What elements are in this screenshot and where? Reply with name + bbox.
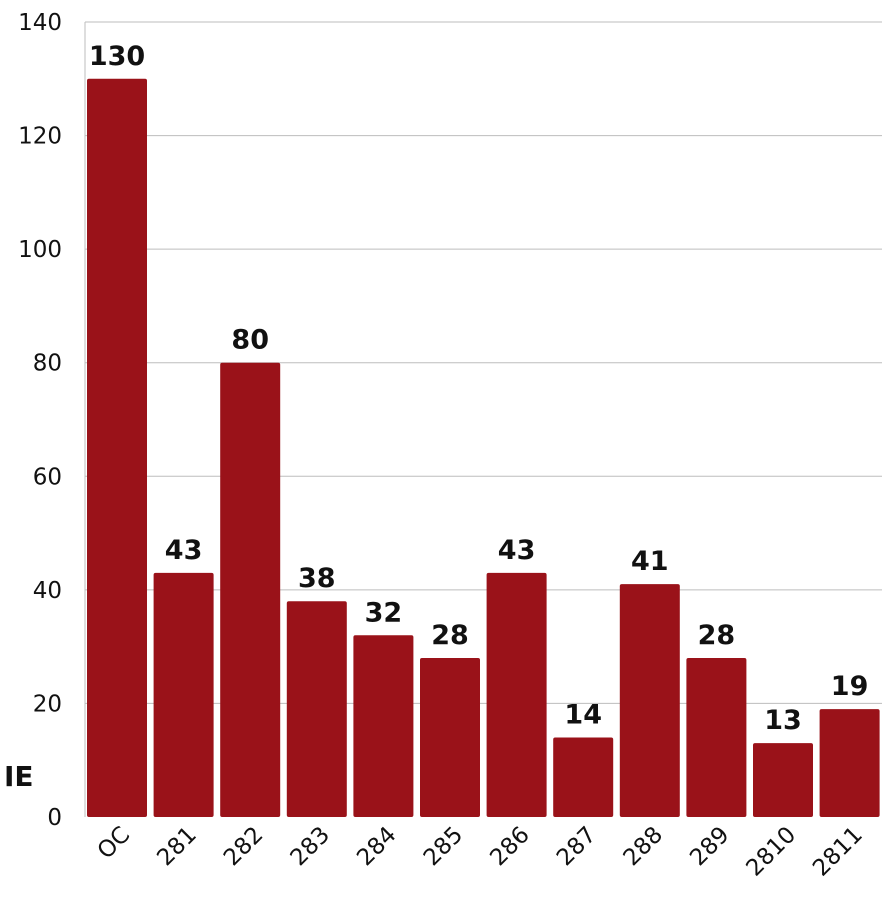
bar-value-label: 13 [764,705,802,736]
bar-value-label: 80 [231,325,269,356]
bars [87,78,880,818]
y-tick-label: 40 [33,578,62,604]
bar-value-label: 28 [431,620,469,651]
bar [619,584,680,817]
x-tick-label: OC [93,822,136,865]
x-tick-label: 284 [352,822,401,871]
bar [353,635,414,817]
bar [220,362,281,817]
x-tick-label: 288 [619,822,668,871]
bar-value-label: 41 [631,546,669,577]
bar-value-label: 130 [89,41,145,72]
y-tick-label: 100 [18,237,62,263]
bar [420,658,480,817]
bar-value-label: 14 [564,700,602,731]
y-tick-label: 120 [18,124,62,150]
x-tick-label: 281 [152,822,201,871]
bar-value-label: 38 [298,563,336,594]
bar [153,572,214,817]
bar [686,658,747,817]
x-tick-label: 2810 [741,822,801,882]
bar [87,78,147,818]
y-tick-label: 20 [33,691,62,717]
grid-lines [84,21,882,817]
bar-value-label: 28 [698,620,736,651]
bar-value-label: 43 [165,535,203,566]
bar [753,743,813,817]
y-axis: 0 20 40 60 80 100 120 140 [18,10,62,831]
x-axis: OC 281 282 283 284 285 286 287 288 289 2810 2811 [93,822,868,882]
y-tick-label: 140 [18,10,62,36]
y-tick-label: 80 [33,351,62,377]
bar-value-label: 32 [365,597,403,628]
x-tick-label: 289 [685,822,734,871]
y-tick-label: 60 [33,464,62,490]
x-tick-label: 287 [552,822,601,871]
x-tick-label: 286 [485,822,534,871]
bar [286,601,347,817]
x-tick-label: 2811 [808,822,868,882]
bar [553,737,614,817]
bar-value-labels: 130 43 80 38 32 28 43 14 41 28 13 19 [89,41,869,736]
cut-off-left-label: IE [4,760,34,793]
y-tick-label: 0 [47,805,62,831]
x-tick-label: 282 [219,822,268,871]
bar [819,709,880,817]
x-tick-label: 285 [419,822,468,871]
x-tick-label: 283 [286,822,335,871]
bar [486,572,547,817]
bar-value-label: 43 [498,535,536,566]
bar-value-label: 19 [831,671,869,702]
